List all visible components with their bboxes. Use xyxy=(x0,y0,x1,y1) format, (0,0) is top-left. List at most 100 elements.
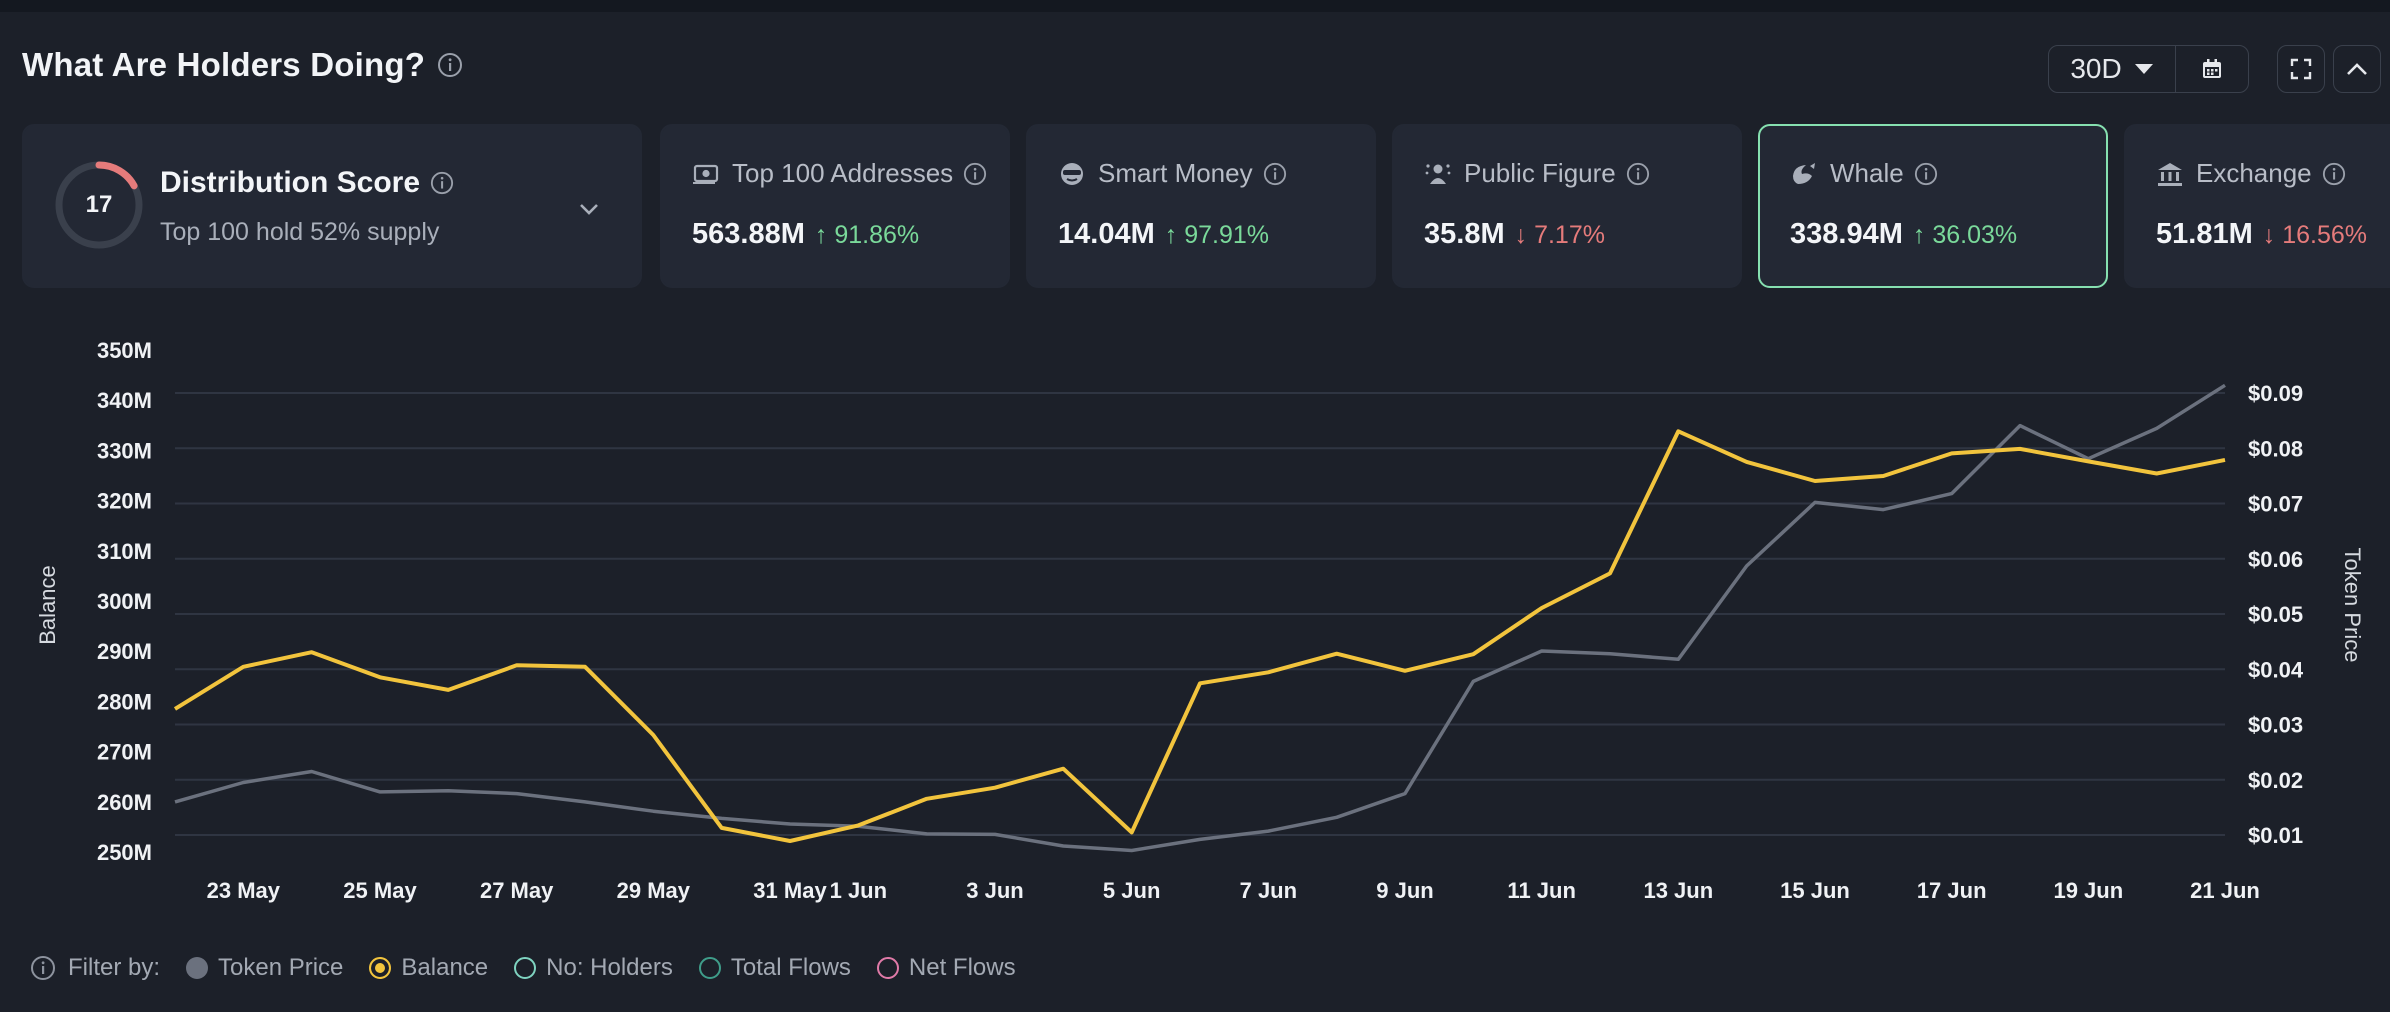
collapse-button[interactable] xyxy=(2333,45,2381,93)
legend-item-total-flows[interactable]: Total Flows xyxy=(698,954,851,982)
series-line-balance xyxy=(173,429,2226,843)
distribution-score-card[interactable]: 17 Distribution Score Top 100 hold 52% s… xyxy=(22,124,642,288)
y-tick-label: 250M xyxy=(97,840,152,865)
y-axis-title: Balance xyxy=(35,565,60,645)
sunglasses-icon xyxy=(1058,160,1086,188)
bank-icon xyxy=(2156,160,2184,188)
chevron-down-icon[interactable] xyxy=(576,196,602,222)
x-tick-label: 27 May xyxy=(480,878,554,903)
info-icon[interactable] xyxy=(437,52,463,78)
y2-tick-label: $0.03 xyxy=(2248,713,2303,738)
chart-series xyxy=(173,383,2226,853)
score-value: 17 xyxy=(85,191,113,218)
fullscreen-button[interactable] xyxy=(2277,45,2325,93)
y-tick-label: 350M xyxy=(97,338,152,363)
y2-tick-label: $0.04 xyxy=(2248,657,2304,682)
chart-legend: Filter by: Token Price Balance No: Holde… xyxy=(30,954,1042,982)
legend-item-token-price[interactable]: Token Price xyxy=(186,954,343,982)
card-label-row: Whale xyxy=(1790,158,1938,189)
legend-label: Balance xyxy=(401,954,489,981)
card-exchange[interactable]: Exchange 51.81M ↓ 16.56% xyxy=(2124,124,2390,288)
card-change-value: 97.91% xyxy=(1184,221,1269,249)
card-value: 563.88M xyxy=(692,218,805,250)
legend-item-net-flows[interactable]: Net Flows xyxy=(876,954,1016,982)
person-icon xyxy=(1424,160,1452,188)
x-tick-label: 25 May xyxy=(343,878,417,903)
fullscreen-icon xyxy=(2290,58,2312,80)
card-label: Public Figure xyxy=(1464,158,1616,188)
chevron-up-icon xyxy=(2347,63,2367,75)
distribution-subtitle: Top 100 hold 52% supply xyxy=(160,218,440,246)
y2-tick-label: $0.06 xyxy=(2248,547,2303,572)
info-icon[interactable] xyxy=(30,955,56,981)
x-tick-label: 19 Jun xyxy=(2053,878,2123,903)
card-change-value: 16.56% xyxy=(2282,221,2367,249)
card-change: ↑ 97.91% xyxy=(1164,221,1269,249)
y-tick-label: 280M xyxy=(97,689,152,714)
card-change: ↓ 7.17% xyxy=(1514,221,1605,249)
left-axis-ticks: 250M 260M 270M 280M 290M 300M 310M 320M 330M 340M… xyxy=(97,338,152,865)
y-tick-label: 270M xyxy=(97,740,152,765)
info-icon[interactable] xyxy=(1626,162,1650,186)
card-public-figure[interactable]: Public Figure 35.8M ↓ 7.17% xyxy=(1392,124,1742,288)
x-tick-label: 13 Jun xyxy=(1643,878,1713,903)
x-tick-label: 11 Jun xyxy=(1507,878,1575,903)
x-tick-label: 1 Jun xyxy=(830,878,887,903)
y2-tick-label: $0.05 xyxy=(2248,602,2303,627)
x-tick-label: 7 Jun xyxy=(1240,878,1297,903)
legend-label: Net Flows xyxy=(908,954,1016,981)
card-change-value: 36.03% xyxy=(1932,221,2018,249)
legend-item-balance[interactable]: Balance xyxy=(369,954,488,982)
card-value: 338.94M xyxy=(1790,218,1903,250)
card-smart-money[interactable]: Smart Money 14.04M ↑ 97.91% xyxy=(1026,124,1376,288)
info-icon[interactable] xyxy=(1914,162,1938,186)
y2-tick-label: $0.09 xyxy=(2248,381,2303,406)
legend-dot xyxy=(186,957,209,979)
legend-dot xyxy=(698,957,721,979)
legend-label: No: Holders xyxy=(546,954,673,981)
y2-tick-label: $0.01 xyxy=(2248,823,2303,848)
whale-icon xyxy=(1790,160,1818,188)
card-change: ↓ 16.56% xyxy=(2262,221,2367,249)
chart-grid xyxy=(175,392,2225,836)
top-bar xyxy=(0,0,2390,12)
x-tick-label: 15 Jun xyxy=(1780,878,1850,903)
holders-line-chart[interactable]: 250M 260M 270M 280M 290M 300M 310M 320M 330M 340M… xyxy=(0,320,2390,920)
y-tick-label: 320M xyxy=(97,489,152,514)
y-tick-label: 290M xyxy=(97,639,152,664)
card-value: 51.81M xyxy=(2156,218,2253,250)
card-label: Exchange xyxy=(2196,158,2312,188)
right-axis-ticks: $0.01 $0.02 $0.03 $0.04 $0.05 $0.06 $0.07 $0.08… xyxy=(2248,381,2304,848)
card-value-row: 14.04M ↑ 97.91% xyxy=(1058,218,1269,251)
card-label-row: Public Figure xyxy=(1424,158,1650,189)
card-whale[interactable]: Whale 338.94M ↑ 36.03% xyxy=(1758,124,2108,288)
info-icon[interactable] xyxy=(1263,162,1287,186)
distribution-title-text: Distribution Score xyxy=(160,166,421,199)
card-value-row: 563.88M ↑ 91.86% xyxy=(692,218,919,251)
card-change-value: 91.86% xyxy=(834,221,920,249)
info-icon[interactable] xyxy=(2322,162,2346,186)
period-dropdown[interactable]: 30D xyxy=(2048,45,2176,93)
money-icon xyxy=(692,160,720,188)
card-change: ↑ 36.03% xyxy=(1912,221,2018,249)
legend-item-no-holders[interactable]: No: Holders xyxy=(514,954,673,982)
card-label: Top 100 Addresses xyxy=(732,158,954,188)
caret-down-icon xyxy=(2134,64,2153,74)
holder-cards: 17 Distribution Score Top 100 hold 52% s… xyxy=(22,124,2390,288)
x-tick-label: 21 Jun xyxy=(2190,878,2260,903)
series-line-token-price xyxy=(174,383,2226,853)
card-top-100-addresses[interactable]: Top 100 Addresses 563.88M ↑ 91.86% xyxy=(660,124,1010,288)
x-tick-label: 9 Jun xyxy=(1376,878,1433,903)
calendar-button[interactable] xyxy=(2175,45,2249,93)
legend-dot xyxy=(876,957,899,979)
info-icon[interactable] xyxy=(963,162,987,186)
legend-label: Token Price xyxy=(218,954,344,981)
x-tick-label: 17 Jun xyxy=(1917,878,1987,903)
card-value: 14.04M xyxy=(1058,218,1155,250)
info-icon[interactable] xyxy=(430,171,454,195)
card-value-row: 35.8M ↓ 7.17% xyxy=(1424,218,1605,251)
score-ring xyxy=(55,161,143,249)
x-tick-label: 29 May xyxy=(617,878,691,903)
card-label: Smart Money xyxy=(1098,158,1253,188)
y-tick-label: 260M xyxy=(97,790,152,815)
